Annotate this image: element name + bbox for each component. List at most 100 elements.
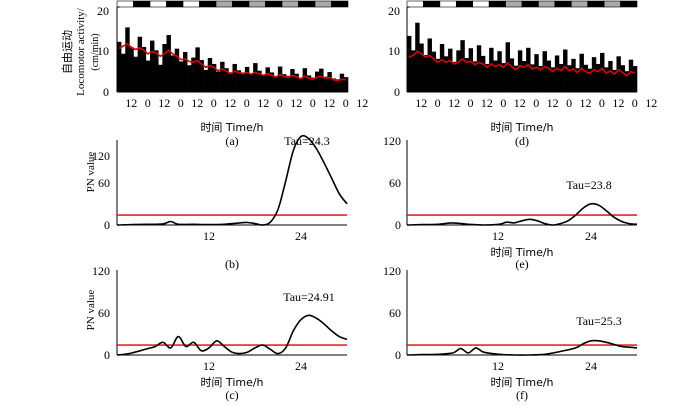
- activity-bar: [211, 63, 217, 92]
- activity-bar: [443, 56, 449, 92]
- activity-bar: [522, 60, 527, 92]
- xtick-label: 0: [500, 96, 506, 110]
- activity-bar: [554, 55, 560, 92]
- activity-bar: [282, 74, 287, 92]
- xtick-label: 12: [158, 96, 170, 110]
- activity-bar: [489, 47, 494, 92]
- xtick-label: 12: [415, 96, 427, 110]
- activity-bar: [411, 50, 416, 92]
- xtick-label-e-24: 24: [585, 229, 597, 243]
- xtick-label: 12: [547, 96, 559, 110]
- xtick-label: 0: [533, 96, 539, 110]
- activity-bar: [563, 49, 568, 92]
- activity-bar: [310, 77, 316, 92]
- light-bar-segment: [281, 0, 299, 8]
- activity-bar: [456, 50, 461, 92]
- xtick-label: 12: [481, 96, 493, 110]
- activity-bar: [439, 43, 445, 92]
- activity-bar: [448, 48, 453, 92]
- activity-bar: [158, 64, 163, 92]
- activity-bar: [265, 67, 270, 92]
- activity-bar: [591, 57, 597, 92]
- tau-label-c: Tau=24.91: [283, 290, 335, 304]
- activity-bar: [286, 75, 291, 92]
- activity-bar: [183, 52, 188, 92]
- activity-bar: [485, 63, 490, 92]
- periodogram-curve-c: [116, 314, 348, 356]
- activity-bar: [133, 56, 138, 92]
- activity-bar: [624, 71, 630, 92]
- xtick-label: 0: [178, 96, 184, 110]
- light-bar-segment: [331, 0, 349, 8]
- activity-bar: [546, 60, 552, 92]
- activity-smoothed-line-d: [408, 50, 636, 77]
- light-bar-segment: [166, 0, 184, 8]
- ytick-label-b-2: 120: [92, 149, 110, 163]
- xtick-label-f-24: 24: [585, 359, 597, 373]
- panel-c-periodogram: 0 60 120 12 24 Tau=24.91 PN value 时间 Tim…: [85, 264, 348, 402]
- panel-b-periodogram: 0 60 120 12 24 Tau=24.3 PN value (b): [85, 134, 348, 271]
- activity-bar: [170, 55, 176, 92]
- ytick-label-e-2: 120: [383, 134, 401, 148]
- panel-letter-b: (b): [225, 257, 239, 271]
- xtick-label-e-12: 12: [492, 229, 504, 243]
- activity-bar: [125, 27, 130, 92]
- activity-bar: [174, 48, 180, 92]
- activity-bar: [277, 66, 283, 92]
- xtick-label-c-24: 24: [295, 359, 307, 373]
- activity-bar: [534, 54, 539, 92]
- ytick-label-e-1: 60: [389, 176, 401, 190]
- xlabel-a: 时间 Time/h: [200, 121, 263, 134]
- ylabel-b: PN value: [85, 152, 97, 193]
- activity-bar: [595, 63, 601, 92]
- activity-bar: [249, 73, 254, 92]
- activity-bar: [228, 73, 233, 92]
- activity-bar: [216, 71, 221, 92]
- activity-bar: [567, 65, 572, 92]
- light-dark-bar-a: [116, 0, 349, 8]
- ylabel-a-cn: 自由运动: [60, 30, 74, 74]
- activity-bar: [339, 73, 345, 92]
- ytick-label-d-0: 0: [394, 85, 400, 99]
- xlabel-d: 时间 Time/h: [490, 121, 553, 134]
- light-bar-segment: [423, 0, 441, 8]
- activity-smoothed-line-a: [118, 43, 346, 82]
- activity-bar: [452, 61, 457, 92]
- activity-bar: [298, 78, 303, 92]
- activity-bar: [419, 43, 424, 92]
- light-bar-segment: [215, 0, 233, 8]
- activity-bar: [632, 66, 638, 93]
- xtick-label-f-12: 12: [492, 359, 504, 373]
- light-bar-segment: [587, 0, 605, 8]
- xtick-labels-d: 12 0 12 0 12 0 12 0 12 0 12 0 12 0 12: [415, 96, 657, 110]
- xtick-label: 0: [211, 96, 217, 110]
- activity-bar: [343, 77, 349, 92]
- activity-bar: [423, 55, 428, 92]
- activity-bar: [335, 79, 341, 92]
- activity-bar: [290, 69, 295, 92]
- activity-bar: [121, 53, 126, 92]
- activity-bar: [257, 70, 262, 92]
- xlabel-c: 时间 Time/h: [200, 376, 263, 389]
- activity-bar: [542, 51, 547, 92]
- light-bar-segment: [199, 0, 217, 8]
- xtick-label: 0: [468, 96, 474, 110]
- panel-f-periodogram: 0 60 120 12 24 Tau=25.3 时间 Time/h (f): [383, 264, 638, 402]
- panel-letter-c: (c): [225, 388, 238, 402]
- activity-bar: [240, 72, 246, 92]
- light-bar-segment: [265, 0, 283, 8]
- light-bar-segment: [133, 0, 151, 8]
- activity-bar: [493, 60, 498, 92]
- activity-bar: [608, 60, 613, 92]
- activity-bar: [323, 76, 328, 92]
- tau-label-e: Tau=23.8: [566, 178, 612, 192]
- ytick-marks-d: [407, 6, 410, 93]
- activity-bars-a: [117, 27, 349, 93]
- xtick-label: 12: [514, 96, 526, 110]
- activity-bar: [600, 52, 605, 92]
- xtick-label: 12: [645, 96, 657, 110]
- light-bar-segment: [455, 0, 474, 8]
- light-bar-segment: [182, 0, 200, 8]
- light-bar-segment: [554, 0, 572, 8]
- activity-bar: [207, 58, 213, 92]
